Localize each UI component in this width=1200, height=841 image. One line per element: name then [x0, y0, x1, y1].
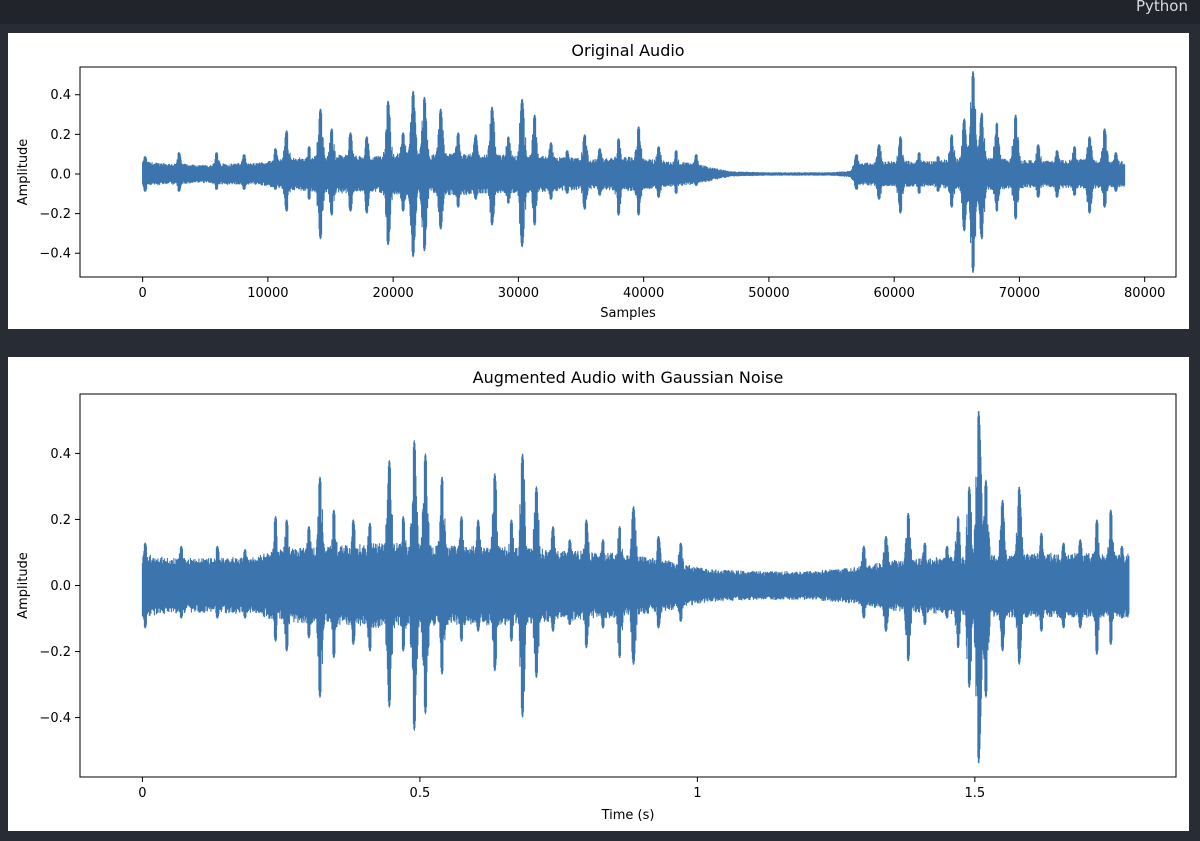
augmented-audio-chart: Augmented Audio with Gaussian Noise 0 0.5 1…: [16, 368, 1177, 823]
y-axis-label: Amplitude: [16, 552, 31, 619]
x-tick-label: 70000: [999, 286, 1040, 301]
waveform-line: [142, 71, 1126, 273]
x-tick-label: 60000: [873, 286, 914, 301]
chart-panel-original: Original Audio 0 10000 20000 30000 40000 50000…: [8, 33, 1189, 329]
y-tick-label: 0.0: [50, 167, 71, 182]
x-tick-label: 40000: [623, 286, 664, 301]
x-tick-label: 0.5: [410, 786, 431, 801]
y-tick-label: −0.2: [39, 645, 71, 660]
y-tick-label: −0.4: [39, 247, 71, 262]
waveform-series: [141, 411, 1130, 764]
language-label: Python: [1136, 0, 1188, 15]
x-tick-label: 10000: [247, 286, 288, 301]
x-tick-label: 30000: [498, 286, 539, 301]
x-tick-label: 80000: [1124, 286, 1165, 301]
y-tick-label: 0.4: [50, 88, 71, 103]
x-axis-label: Samples: [600, 306, 656, 321]
x-tick-label: 20000: [372, 286, 413, 301]
x-axis-label: Time (s): [601, 808, 655, 823]
cell-toolbar: Python: [0, 0, 1200, 24]
y-tick-label: 0.4: [50, 447, 71, 462]
chart-panel-augmented: Augmented Audio with Gaussian Noise 0 0.5 1…: [8, 357, 1189, 831]
y-tick-label: 0.2: [50, 513, 71, 528]
y-tick-label: 0.0: [50, 579, 71, 594]
waveform-line: [141, 411, 1130, 764]
x-tick-label: 1.5: [964, 786, 985, 801]
plot-frame: [79, 66, 1177, 278]
waveform-series: [142, 71, 1126, 273]
x-tick-label: 50000: [748, 286, 789, 301]
y-tick-label: −0.2: [39, 207, 71, 222]
x-tick-label: 0: [138, 786, 146, 801]
x-tick-label: 1: [693, 786, 701, 801]
chart-title: Augmented Audio with Gaussian Noise: [473, 368, 784, 387]
original-audio-chart: Original Audio 0 10000 20000 30000 40000 50000…: [16, 41, 1177, 321]
y-tick-label: 0.2: [50, 128, 71, 143]
y-tick-label: −0.4: [39, 711, 71, 726]
y-axis-label: Amplitude: [16, 139, 31, 206]
chart-title: Original Audio: [571, 41, 684, 60]
x-tick-label: 0: [138, 286, 146, 301]
